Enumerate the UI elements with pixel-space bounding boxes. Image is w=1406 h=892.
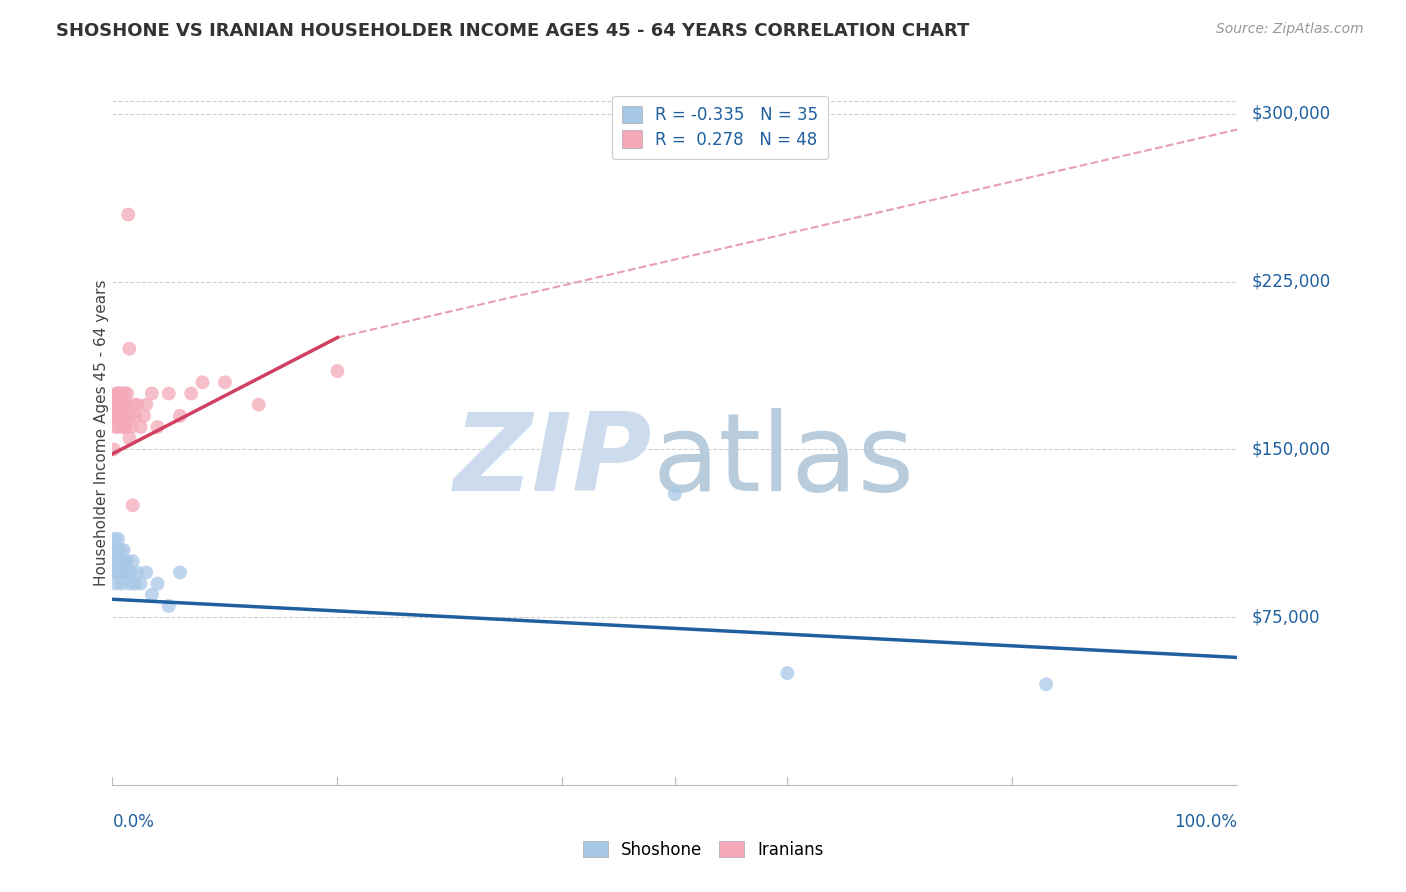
Point	[105, 566, 128, 580]
Point	[117, 207, 139, 221]
Point	[110, 386, 132, 401]
Text: 0.0%: 0.0%	[112, 814, 155, 831]
Point	[118, 431, 141, 445]
Point	[110, 386, 132, 401]
Point	[105, 543, 128, 558]
Point	[157, 599, 180, 613]
Point	[115, 566, 138, 580]
Point	[110, 554, 132, 568]
Point	[129, 576, 152, 591]
Point	[118, 342, 141, 356]
Point	[120, 566, 142, 580]
Point	[111, 398, 134, 412]
Point	[105, 386, 128, 401]
Point	[111, 420, 134, 434]
Point	[124, 576, 146, 591]
Point	[107, 532, 129, 546]
Point	[104, 409, 127, 423]
Point	[135, 566, 157, 580]
Point	[104, 420, 127, 434]
Point	[104, 554, 127, 568]
Point	[112, 543, 135, 558]
Y-axis label: Householder Income Ages 45 - 64 years: Householder Income Ages 45 - 64 years	[94, 279, 108, 586]
Text: atlas: atlas	[652, 408, 914, 514]
Point	[121, 420, 143, 434]
Point	[114, 554, 136, 568]
Point	[776, 666, 799, 681]
Point	[169, 409, 191, 423]
Point	[105, 386, 128, 401]
Point	[191, 376, 214, 390]
Point	[107, 420, 129, 434]
Point	[110, 409, 132, 423]
Point	[107, 554, 129, 568]
Point	[115, 386, 138, 401]
Point	[129, 420, 152, 434]
Point	[110, 543, 132, 558]
Point	[214, 376, 236, 390]
Point	[135, 398, 157, 412]
Point	[104, 576, 127, 591]
Point	[132, 409, 155, 423]
Text: $300,000: $300,000	[1251, 105, 1330, 123]
Point	[141, 386, 163, 401]
Point	[326, 364, 349, 378]
Point	[118, 576, 141, 591]
Point	[121, 554, 143, 568]
Point	[115, 420, 138, 434]
Text: Source: ZipAtlas.com: Source: ZipAtlas.com	[1216, 22, 1364, 37]
Point	[247, 398, 270, 412]
Point	[122, 398, 145, 412]
Point	[1035, 677, 1057, 691]
Point	[111, 566, 134, 580]
Legend: Shoshone, Iranians: Shoshone, Iranians	[576, 835, 830, 866]
Point	[664, 487, 686, 501]
Point	[114, 409, 136, 423]
Text: $150,000: $150,000	[1251, 441, 1330, 458]
Point	[112, 420, 135, 434]
Text: $75,000: $75,000	[1251, 608, 1320, 626]
Point	[121, 499, 143, 513]
Point	[112, 554, 135, 568]
Point	[114, 386, 136, 401]
Point	[146, 576, 169, 591]
Point	[115, 554, 138, 568]
Point	[107, 398, 129, 412]
Point	[110, 576, 132, 591]
Text: $225,000: $225,000	[1251, 273, 1330, 291]
Point	[103, 543, 125, 558]
Point	[104, 398, 127, 412]
Point	[110, 409, 132, 423]
Point	[141, 588, 163, 602]
Legend: R = -0.335   N = 35, R =  0.278   N = 48: R = -0.335 N = 35, R = 0.278 N = 48	[612, 95, 828, 159]
Point	[107, 409, 129, 423]
Point	[115, 398, 138, 412]
Text: 100.0%: 100.0%	[1174, 814, 1237, 831]
Point	[108, 386, 131, 401]
Point	[108, 566, 131, 580]
Point	[112, 398, 135, 412]
Point	[124, 409, 146, 423]
Point	[110, 566, 132, 580]
Point	[103, 442, 125, 457]
Point	[180, 386, 202, 401]
Point	[169, 566, 191, 580]
Point	[127, 398, 149, 412]
Point	[104, 532, 127, 546]
Point	[127, 566, 149, 580]
Point	[110, 398, 132, 412]
Point	[157, 386, 180, 401]
Point	[104, 409, 127, 423]
Point	[108, 398, 131, 412]
Point	[105, 409, 128, 423]
Text: ZIP: ZIP	[454, 408, 652, 514]
Point	[104, 566, 127, 580]
Point	[146, 420, 169, 434]
Text: SHOSHONE VS IRANIAN HOUSEHOLDER INCOME AGES 45 - 64 YEARS CORRELATION CHART: SHOSHONE VS IRANIAN HOUSEHOLDER INCOME A…	[56, 22, 970, 40]
Point	[108, 554, 131, 568]
Point	[120, 409, 142, 423]
